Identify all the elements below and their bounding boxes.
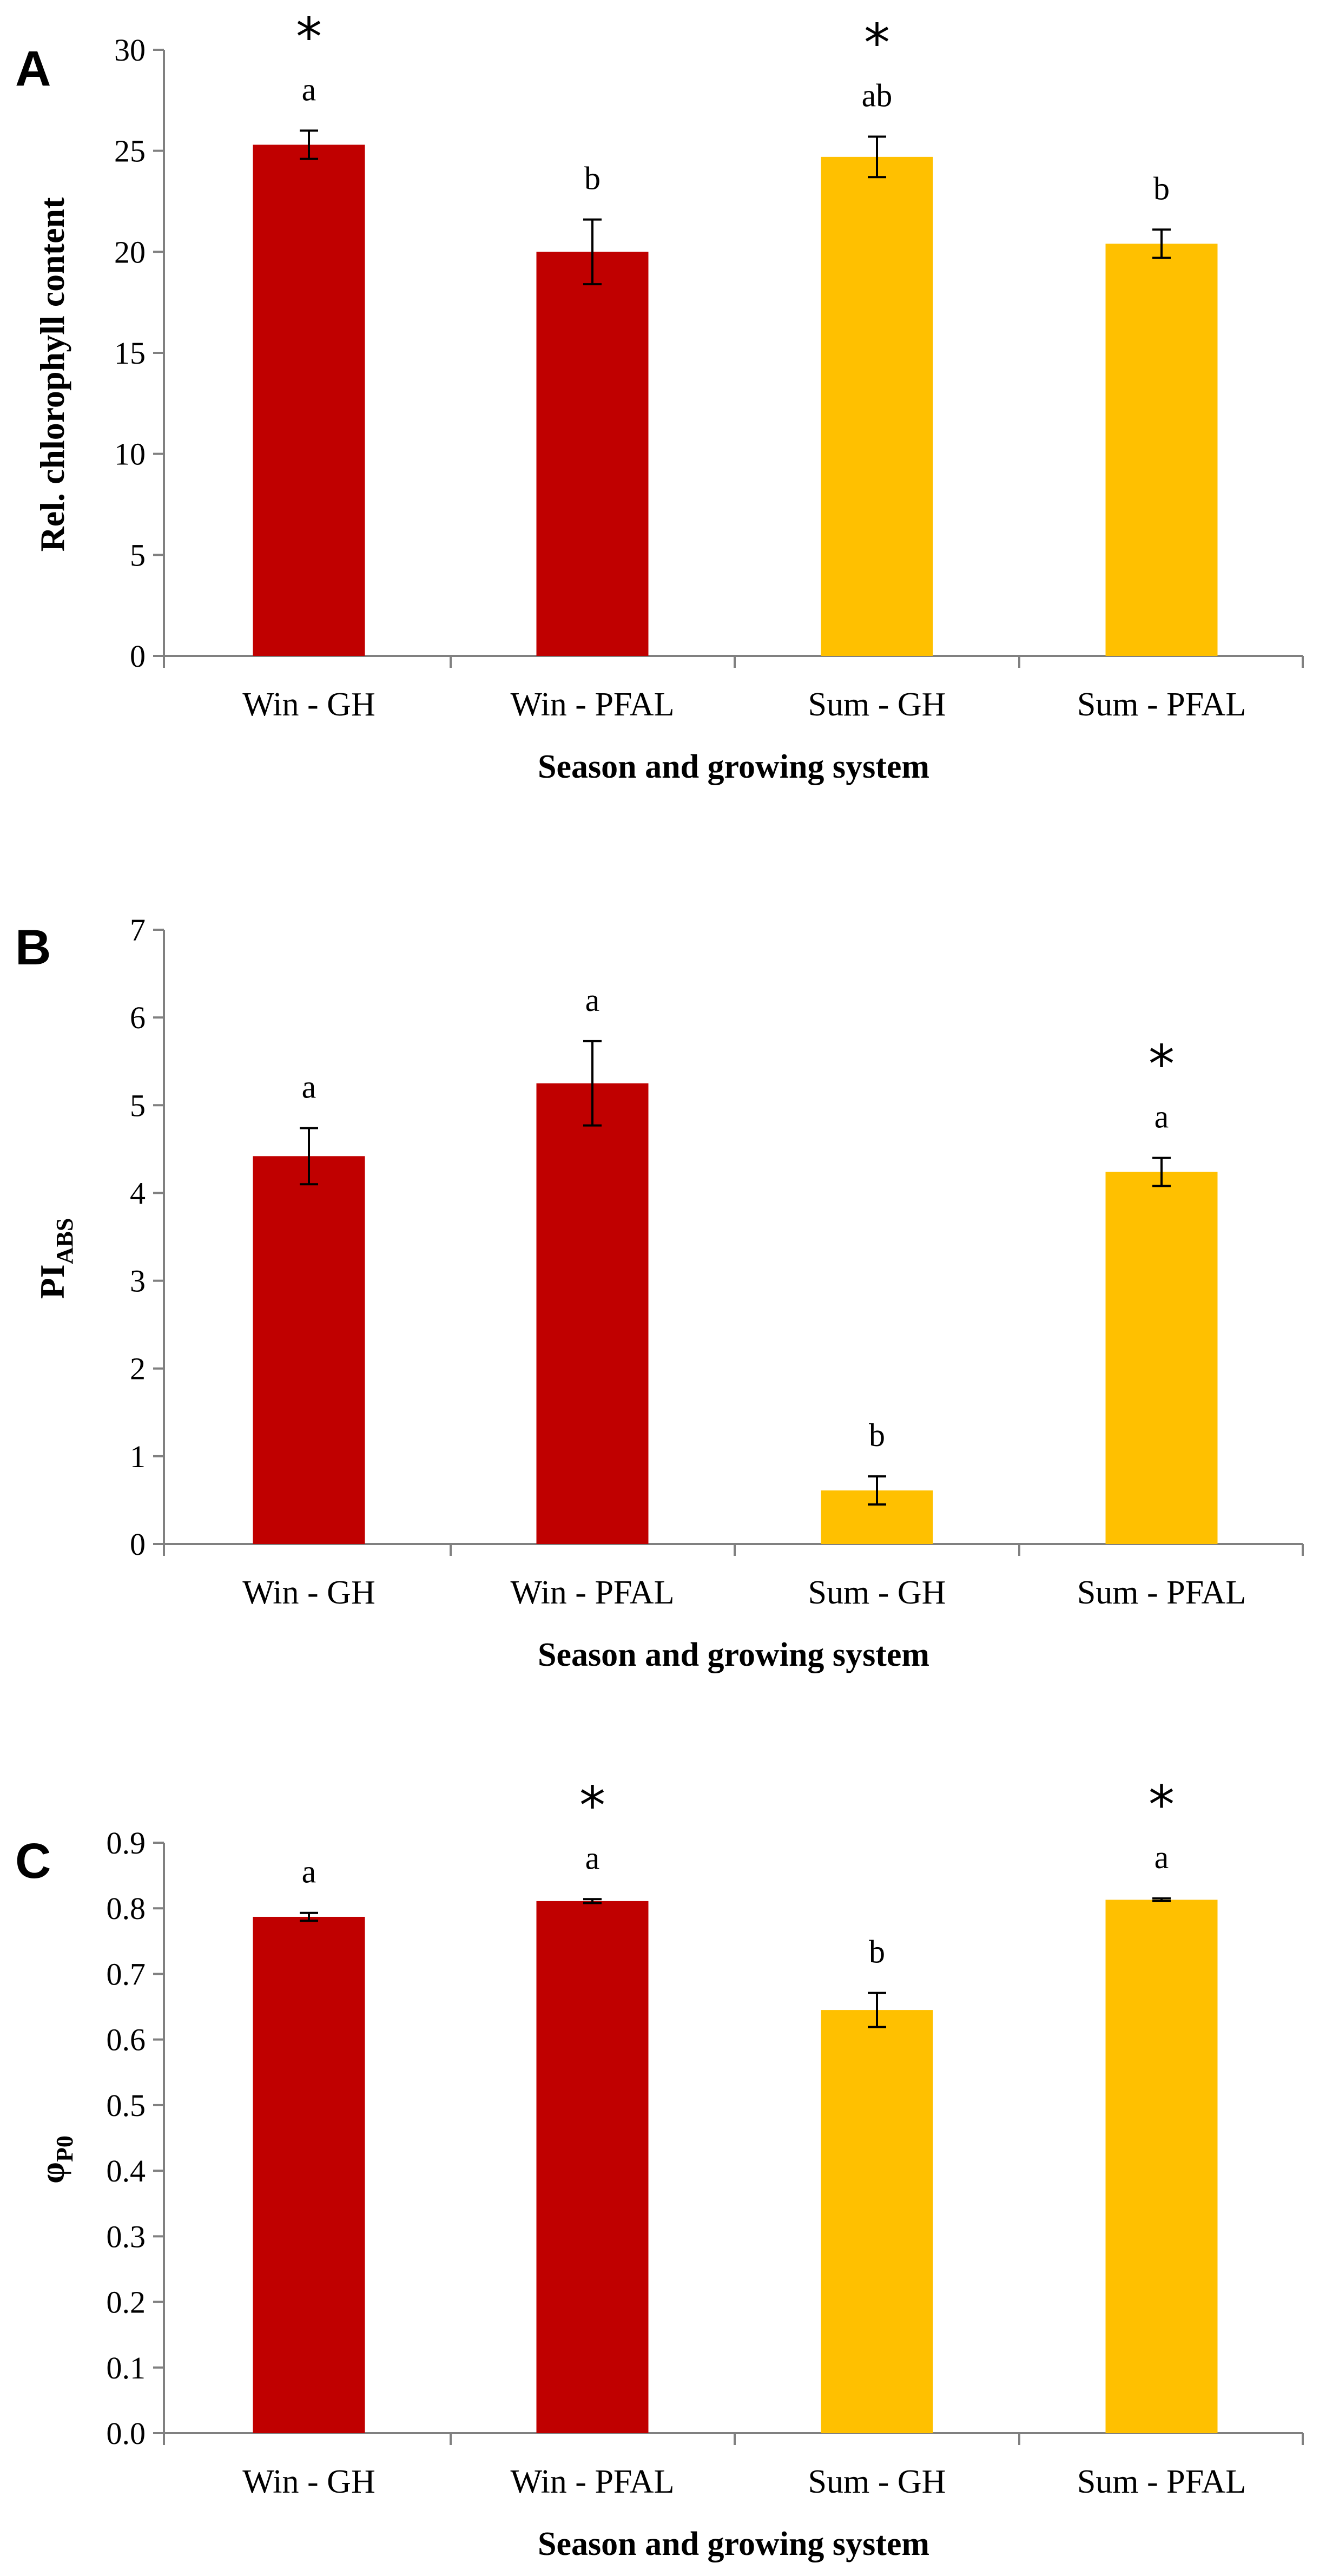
y-tick-label: 25 — [114, 134, 146, 169]
x-category-label: Sum - PFAL — [1077, 2463, 1246, 2500]
significance-letter: a — [302, 71, 316, 107]
significance-letter: b — [869, 1934, 885, 1970]
significance-star: * — [864, 13, 890, 74]
panel-a: A 0 5 10 15 20 25 30 a * Win - GH b Win - PFAL ab * Sum… — [15, 6, 1304, 785]
x-axis-label: Season and growing system — [538, 748, 929, 785]
panel-letter: C — [15, 1834, 51, 1889]
y-tick-label: 0.1 — [107, 2350, 146, 2386]
significance-letter: a — [1155, 1099, 1169, 1135]
y-tick-label: 4 — [130, 1175, 146, 1211]
y-tick-label: 10 — [114, 437, 146, 472]
x-category-label: Sum - PFAL — [1077, 1574, 1246, 1611]
y-tick-label: 3 — [130, 1264, 146, 1299]
x-category-label: Sum - PFAL — [1077, 686, 1246, 723]
y-axis-label: PIABS — [33, 1218, 78, 1299]
y-tick-label: 0 — [130, 1527, 146, 1562]
panel-c: C 0.0 0.1 0.2 0.3 0.4 0.5 0.6 0.7 0.8 0.9 a Win - GH… — [15, 1775, 1304, 2562]
y-tick-label: 0.0 — [107, 2416, 146, 2451]
significance-letter: a — [585, 1840, 600, 1876]
y-tick-label: 5 — [130, 537, 146, 573]
x-category-label: Sum - GH — [808, 686, 946, 723]
bar-2 — [536, 1083, 649, 1544]
significance-letter: b — [584, 161, 601, 196]
x-category-label: Sum - GH — [808, 1574, 946, 1611]
y-axis-label-main: φ — [33, 2162, 71, 2184]
x-category-label: Sum - GH — [808, 2463, 946, 2500]
y-tick-label: 0 — [130, 639, 146, 674]
y-tick-label: 15 — [114, 336, 146, 371]
y-tick-label: 0.7 — [107, 1956, 146, 1992]
significance-star: * — [1149, 1775, 1175, 1835]
x-category-label: Win - PFAL — [511, 1574, 675, 1611]
y-tick-label: 1 — [130, 1439, 146, 1474]
y-axis-label-main: Rel. chlorophyll content — [33, 197, 71, 552]
y-axis-label-subscript: ABS — [51, 1218, 78, 1265]
y-tick-label: 6 — [130, 1000, 146, 1035]
bar-2 — [536, 252, 649, 656]
significance-letter: ab — [862, 78, 893, 114]
y-tick-label: 0.4 — [107, 2153, 146, 2189]
x-category-label: Win - GH — [242, 1574, 375, 1611]
y-tick-label: 0.9 — [107, 1825, 146, 1861]
x-category-label: Win - PFAL — [511, 686, 675, 723]
bar-1 — [253, 144, 365, 656]
y-tick-label: 20 — [114, 234, 146, 270]
significance-star: * — [1149, 1034, 1175, 1095]
y-tick-label: 0.2 — [107, 2285, 146, 2320]
panel-b: B 0 1 2 3 4 5 6 7 a Win - GH a Win - PFAL b Sum - GH a *… — [15, 912, 1304, 1673]
y-tick-label: 5 — [130, 1088, 146, 1123]
significance-star: * — [579, 1775, 605, 1836]
y-tick-label: 0.5 — [107, 2088, 146, 2123]
y-axis-label: Rel. chlorophyll content — [33, 197, 71, 552]
y-axis-label-main: PI — [33, 1264, 71, 1299]
x-category-label: Win - GH — [242, 686, 375, 723]
significance-letter: a — [585, 982, 600, 1018]
bar-4 — [1105, 1900, 1218, 2433]
y-tick-label: 2 — [130, 1351, 146, 1386]
bar-4 — [1105, 244, 1218, 656]
y-axis-label: φP0 — [33, 2135, 78, 2184]
bar-2 — [536, 1901, 649, 2433]
y-tick-label: 0.3 — [107, 2219, 146, 2254]
bar-1 — [253, 1916, 365, 2433]
significance-letter: a — [302, 1069, 316, 1105]
y-tick-label: 30 — [114, 32, 146, 68]
significance-letter: a — [302, 1854, 316, 1890]
y-axis-label-subscript: P0 — [51, 2135, 78, 2162]
panel-letter: B — [15, 920, 51, 975]
bar-3 — [821, 156, 933, 656]
y-tick-label: 0.8 — [107, 1891, 146, 1926]
bar-3 — [821, 2010, 933, 2433]
significance-letter: a — [1155, 1839, 1169, 1875]
x-axis-label: Season and growing system — [538, 2526, 929, 2562]
x-axis-label: Season and growing system — [538, 1637, 929, 1673]
bar-1 — [253, 1156, 365, 1544]
bar-4 — [1105, 1172, 1218, 1544]
significance-letter: b — [1153, 170, 1170, 206]
y-tick-label: 7 — [130, 912, 146, 948]
x-category-label: Win - PFAL — [511, 2463, 675, 2500]
significance-star: * — [296, 6, 322, 67]
y-tick-label: 0.6 — [107, 2022, 146, 2058]
x-category-label: Win - GH — [242, 2463, 375, 2500]
significance-letter: b — [869, 1417, 885, 1453]
panel-letter: A — [15, 41, 51, 96]
